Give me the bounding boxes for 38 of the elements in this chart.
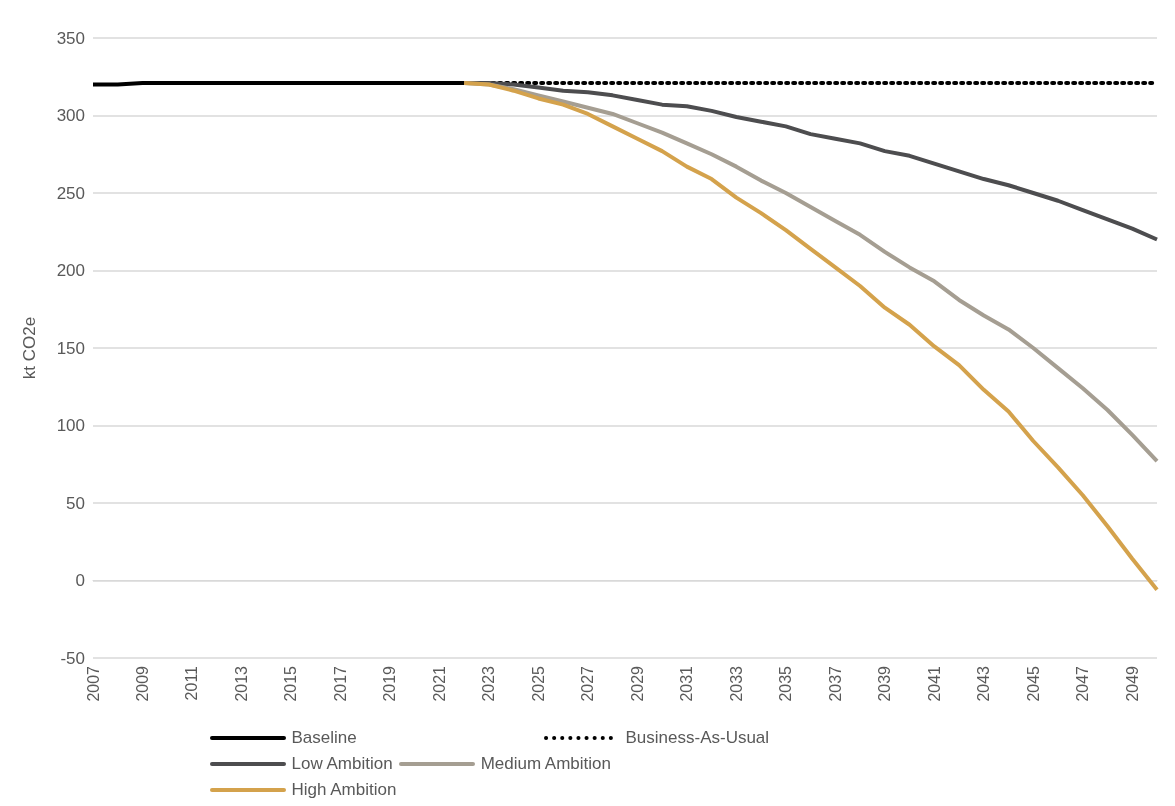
y-tick-label: 250 (56, 183, 85, 203)
x-tick-label: 2045 (1024, 665, 1042, 702)
x-tick-label: 2007 (84, 665, 102, 702)
x-tick-label: 2039 (876, 665, 894, 702)
x-tick-label: 2033 (727, 665, 745, 702)
y-tick-label: 0 (75, 571, 85, 590)
y-tick-label: 50 (66, 493, 85, 513)
y-tick-label: 300 (56, 106, 85, 125)
x-tick-label: 2031 (678, 665, 696, 702)
x-tick-label: 2009 (133, 665, 151, 702)
y-tick-label: -50 (60, 648, 85, 668)
legend-label: Baseline (291, 728, 357, 748)
x-tick-label: 2041 (925, 665, 943, 702)
x-tick-label: 2047 (1074, 665, 1092, 702)
x-tick-label: 2025 (529, 665, 547, 702)
y-tick-label: 350 (56, 28, 85, 48)
x-tick-label: 2017 (331, 665, 349, 702)
x-tick-label: 2011 (183, 665, 201, 701)
legend-label: High Ambition (291, 780, 397, 800)
x-tick-label: 2043 (975, 665, 993, 702)
x-tick-label: 2037 (826, 665, 844, 702)
x-tick-label: 2035 (777, 665, 795, 702)
legend-label: Low Ambition (291, 754, 393, 774)
legend-label: Medium Ambition (480, 754, 612, 774)
y-tick-label: 150 (56, 338, 85, 358)
x-tick-label: 2015 (282, 665, 300, 702)
legend-label: Business-As-Usual (625, 728, 770, 748)
y-tick-label: 200 (56, 261, 85, 280)
y-tick-label: 100 (56, 416, 85, 435)
x-tick-label: 2027 (579, 665, 597, 702)
y-axis-title: kt CO2e (20, 316, 39, 380)
x-tick-label: 2021 (430, 665, 448, 702)
x-tick-label: 2019 (381, 665, 399, 702)
x-tick-label: 2013 (232, 665, 250, 702)
line-series (462, 80, 1159, 592)
x-tick-label: 2029 (628, 665, 646, 702)
x-tick-label: 2023 (480, 665, 498, 702)
x-tick-label: 2049 (1123, 665, 1141, 702)
